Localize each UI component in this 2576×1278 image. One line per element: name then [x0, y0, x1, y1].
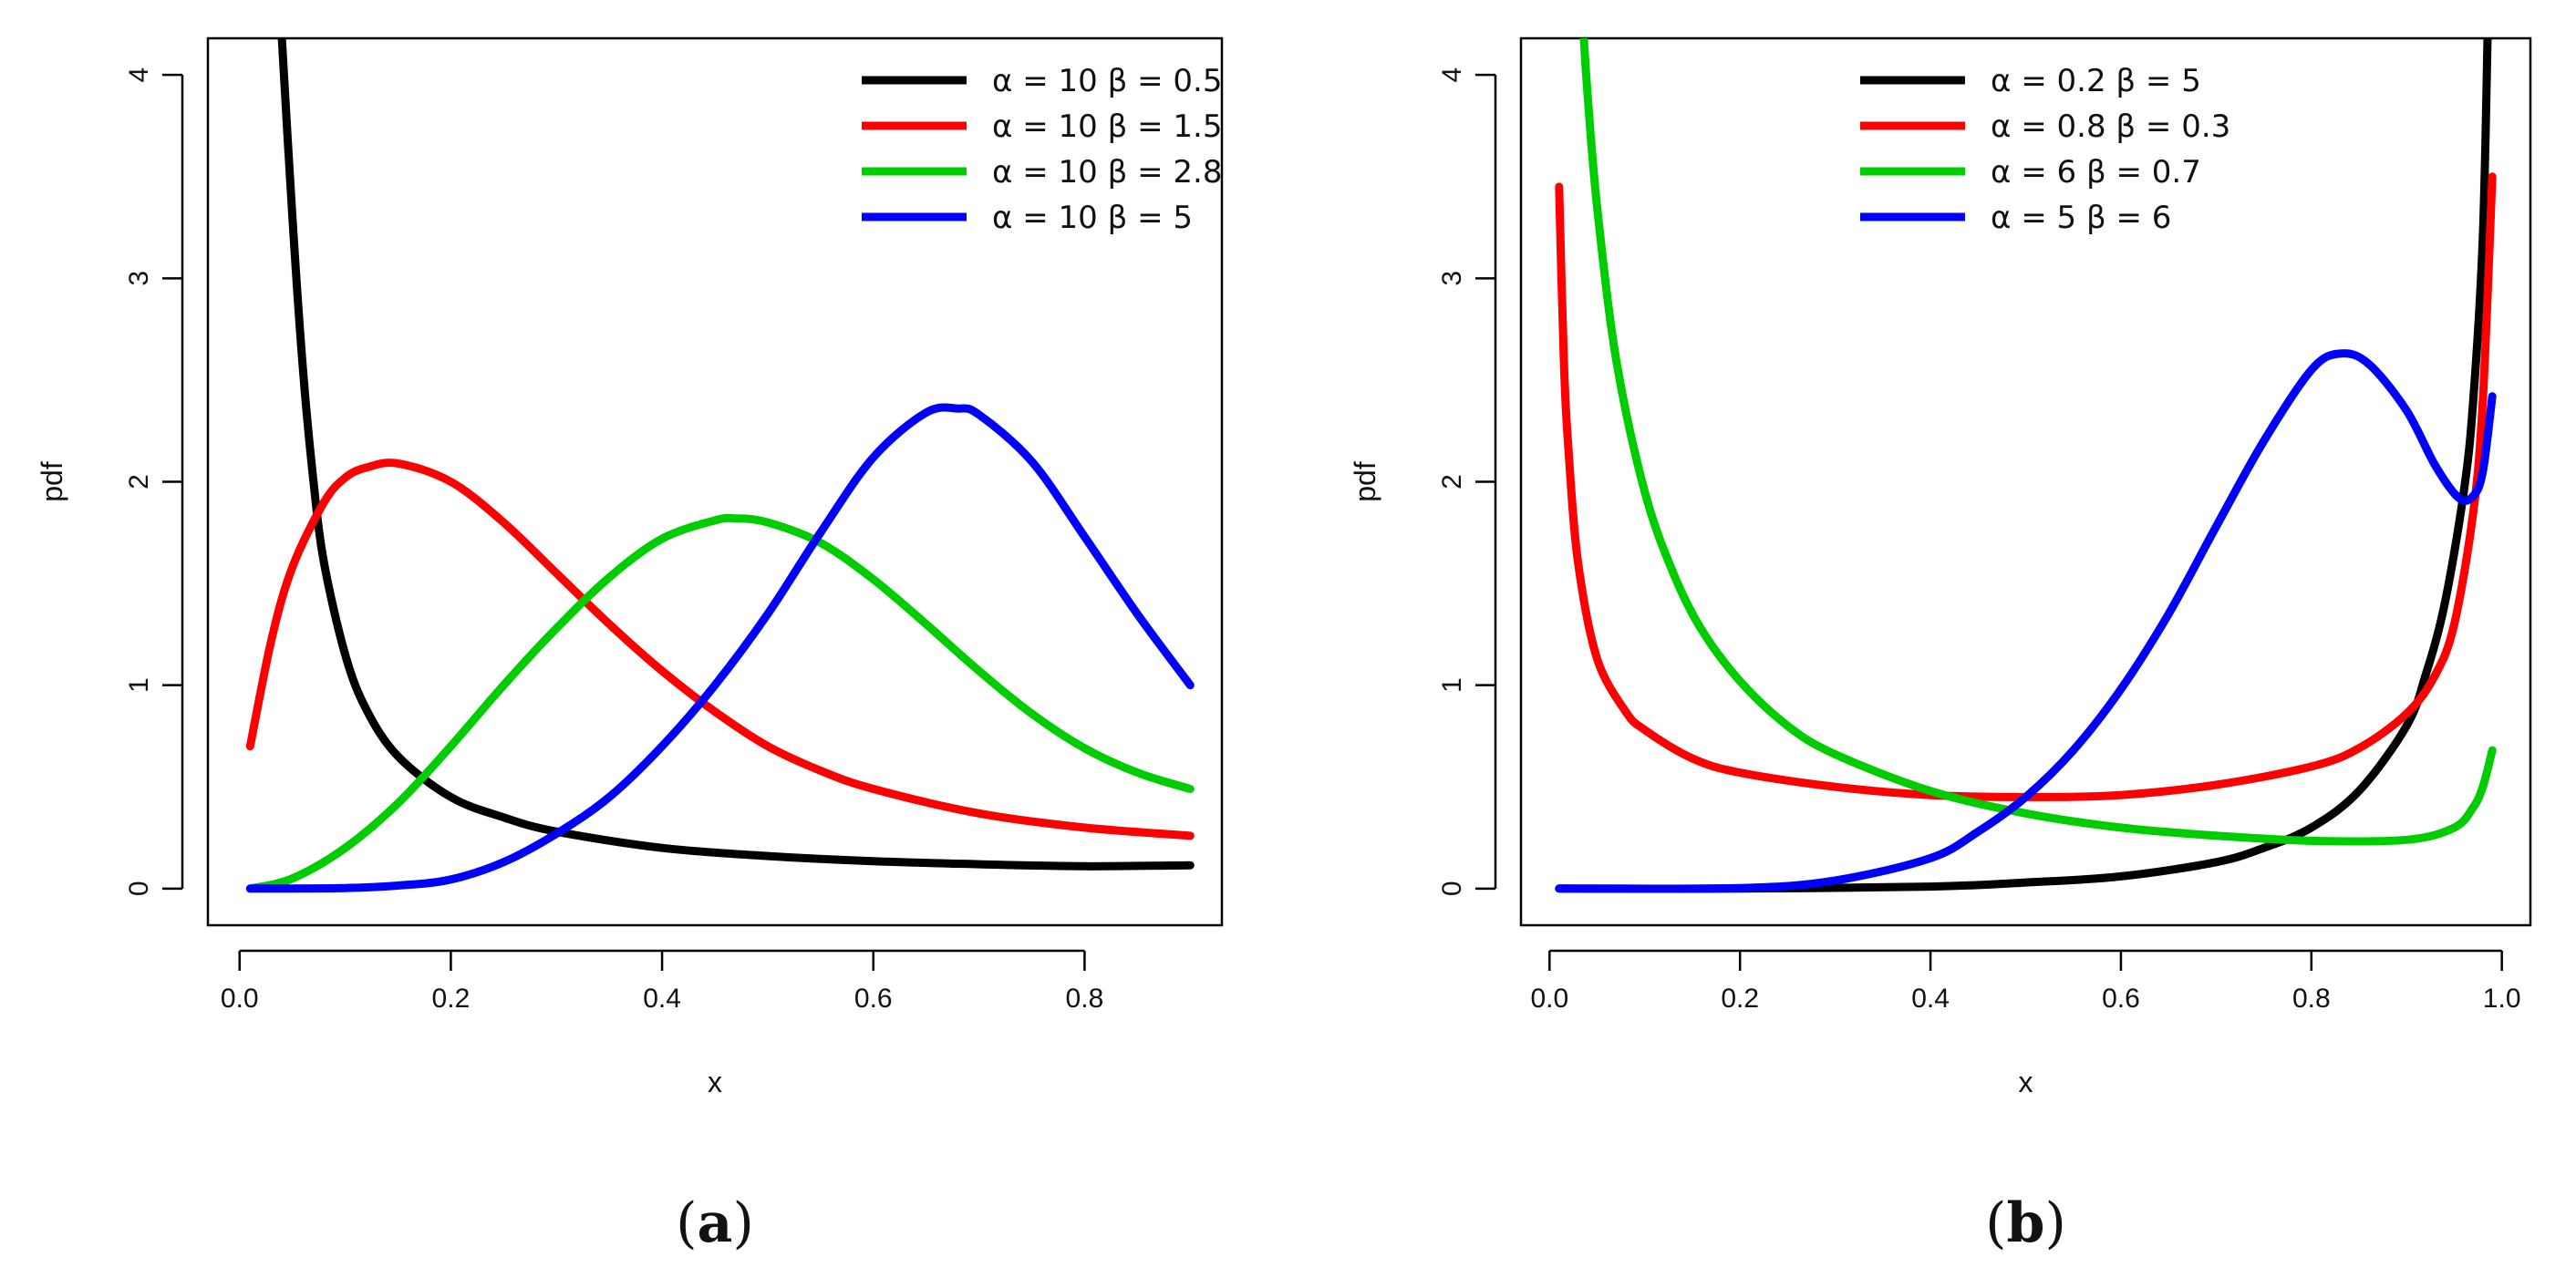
legend-label: α = 0.2 β = 5 [1991, 63, 2201, 99]
x-tick-label: 0.6 [2102, 984, 2140, 1014]
legend-label: α = 10 β = 0.5 [992, 63, 1222, 99]
y-tick-label: 4 [1437, 67, 1467, 83]
y-tick-label: 0 [1437, 881, 1467, 896]
caption-letter: a [698, 1191, 733, 1255]
plot-frame [1519, 36, 2532, 927]
plot-frame [206, 36, 1224, 927]
legend: α = 0.2 β = 5 α = 0.8 β = 0.3 α = 6 β = 0.… [1860, 63, 2230, 236]
series-line-1 [1555, 38, 2492, 893]
x-axis-title: x [2019, 1066, 2033, 1098]
x-tick-label: 0.4 [643, 984, 681, 1014]
series-lines [1555, 38, 2497, 893]
x-tick-label: 0.4 [1911, 984, 1950, 1014]
y-axis: 0 1 2 3 4 [124, 67, 184, 896]
x-axis-title: x [708, 1066, 722, 1098]
legend-label: α = 10 β = 5 [992, 200, 1193, 236]
panel-caption: (a) [676, 1191, 754, 1255]
y-tick-label: 2 [124, 474, 154, 490]
caption-open-paren: ( [676, 1191, 697, 1255]
x-axis: 0.0 0.2 0.4 0.6 0.8 1.0 [1530, 949, 2521, 1014]
x-tick-label: 0.6 [854, 984, 893, 1014]
legend-label: α = 6 β = 0.7 [1991, 154, 2201, 191]
caption-letter: b [2007, 1191, 2045, 1255]
series-line-2 [245, 459, 1195, 840]
y-tick-label: 1 [124, 677, 154, 693]
y-tick-label: 0 [124, 881, 154, 896]
series-lines [245, 38, 1195, 893]
panel-caption: (b) [1985, 1191, 2066, 1255]
x-tick-label: 0.2 [1721, 984, 1759, 1014]
legend-label: α = 0.8 β = 0.3 [1991, 108, 2230, 145]
y-axis-title: pdf [1349, 461, 1381, 502]
series-line-4 [1555, 349, 2497, 893]
series-line-4 [245, 403, 1195, 893]
caption-close-paren: ) [2044, 1191, 2065, 1255]
x-axis: 0.0 0.2 0.4 0.6 0.8 [221, 949, 1104, 1014]
x-tick-label: 0.2 [432, 984, 471, 1014]
legend-label: α = 10 β = 2.8 [992, 154, 1222, 191]
series-line-3 [1579, 38, 2497, 846]
x-tick-label: 0.8 [2292, 984, 2331, 1014]
y-axis: 0 1 2 3 4 [1437, 67, 1497, 896]
x-tick-label: 0.0 [221, 984, 259, 1014]
x-tick-label: 0.8 [1066, 984, 1104, 1014]
legend: α = 10 β = 0.5 α = 10 β = 1.5 α = 10 β = 2… [862, 63, 1222, 236]
y-tick-label: 3 [124, 271, 154, 286]
series-line-1 [277, 38, 1195, 871]
y-axis-title: pdf [36, 461, 68, 502]
caption-close-paren: ) [732, 1191, 753, 1255]
caption-open-paren: ( [1985, 1191, 2006, 1255]
x-tick-label: 1.0 [2483, 984, 2521, 1014]
legend-label: α = 5 β = 6 [1991, 200, 2171, 236]
y-tick-label: 4 [124, 67, 154, 83]
legend-label: α = 10 β = 1.5 [992, 108, 1222, 145]
y-tick-label: 1 [1437, 677, 1467, 693]
series-line-3 [245, 513, 1195, 893]
x-tick-label: 0.0 [1530, 984, 1568, 1014]
y-tick-label: 3 [1437, 271, 1467, 286]
y-tick-label: 2 [1437, 474, 1467, 490]
series-line-2 [1555, 172, 2497, 801]
